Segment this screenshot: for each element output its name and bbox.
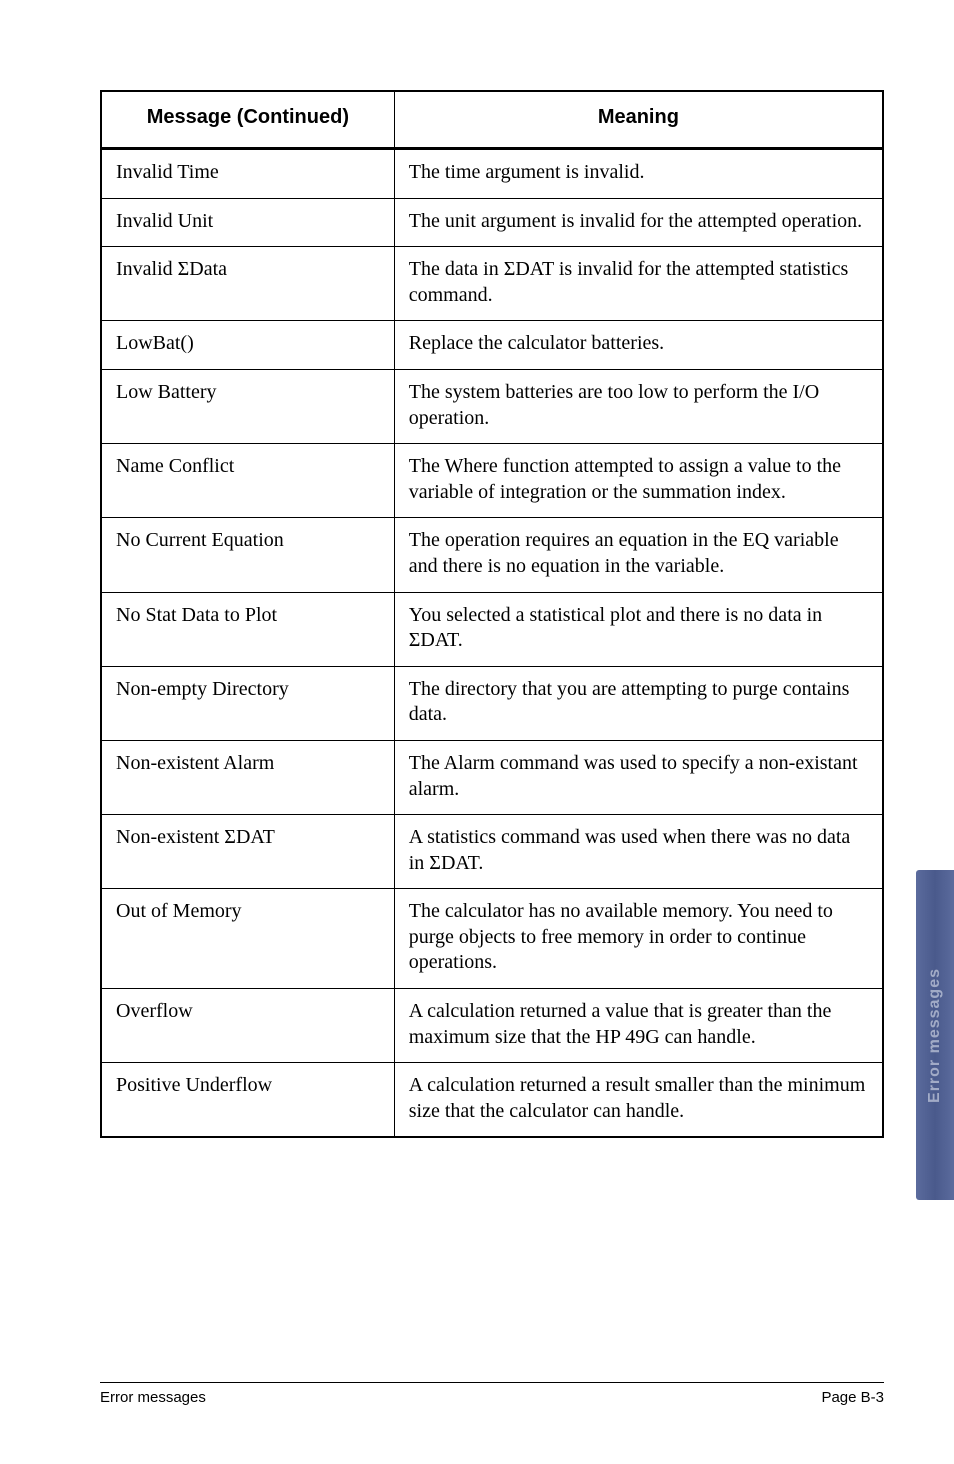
table-row: Invalid Time The time argument is invali… (101, 149, 883, 199)
cell-meaning: The time argument is invalid. (394, 149, 883, 199)
table-header-row: Message (Continued) Meaning (101, 91, 883, 149)
cell-message: Non-empty Directory (101, 666, 394, 740)
cell-message: Low Battery (101, 369, 394, 443)
cell-message: LowBat() (101, 321, 394, 370)
side-tab: Error messages (916, 870, 954, 1200)
cell-message: Non-existent ΣDAT (101, 815, 394, 889)
cell-meaning: The operation requires an equation in th… (394, 518, 883, 592)
cell-meaning: The data in ΣDAT is invalid for the atte… (394, 247, 883, 321)
table-row: Positive Underflow A calculation returne… (101, 1063, 883, 1138)
cell-meaning: The calculator has no available memory. … (394, 889, 883, 989)
table-row: Name Conflict The Where function attempt… (101, 444, 883, 518)
cell-meaning: A calculation returned a result smaller … (394, 1063, 883, 1138)
cell-meaning: You selected a statistical plot and ther… (394, 592, 883, 666)
cell-message: Name Conflict (101, 444, 394, 518)
table-row: Non-existent Alarm The Alarm command was… (101, 740, 883, 814)
header-message: Message (Continued) (101, 91, 394, 149)
table-row: No Stat Data to Plot You selected a stat… (101, 592, 883, 666)
table-row: Low Battery The system batteries are too… (101, 369, 883, 443)
cell-message: Overflow (101, 989, 394, 1063)
table-row: LowBat() Replace the calculator batterie… (101, 321, 883, 370)
cell-message: Positive Underflow (101, 1063, 394, 1138)
cell-message: Invalid Time (101, 149, 394, 199)
footer-right: Page B-3 (821, 1389, 884, 1406)
footer-left: Error messages (100, 1389, 206, 1406)
cell-message: No Current Equation (101, 518, 394, 592)
header-meaning: Meaning (394, 91, 883, 149)
cell-message: Invalid Unit (101, 198, 394, 247)
table-row: Invalid ΣData The data in ΣDAT is invali… (101, 247, 883, 321)
cell-message: Out of Memory (101, 889, 394, 989)
footer: Error messages Page B-3 (100, 1382, 884, 1406)
side-tab-label: Error messages (926, 968, 944, 1103)
page: Message (Continued) Meaning Invalid Time… (0, 0, 954, 1464)
cell-meaning: The unit argument is invalid for the att… (394, 198, 883, 247)
cell-meaning: The directory that you are attempting to… (394, 666, 883, 740)
cell-meaning: The Alarm command was used to specify a … (394, 740, 883, 814)
cell-message: Non-existent Alarm (101, 740, 394, 814)
table-body: Invalid Time The time argument is invali… (101, 149, 883, 1138)
cell-meaning: The system batteries are too low to perf… (394, 369, 883, 443)
table-row: Overflow A calculation returned a value … (101, 989, 883, 1063)
table-row: Out of Memory The calculator has no avai… (101, 889, 883, 989)
messages-table: Message (Continued) Meaning Invalid Time… (100, 90, 884, 1138)
table-row: Non-existent ΣDAT A statistics command w… (101, 815, 883, 889)
table-row: Non-empty Directory The directory that y… (101, 666, 883, 740)
cell-message: No Stat Data to Plot (101, 592, 394, 666)
cell-meaning: A statistics command was used when there… (394, 815, 883, 889)
cell-meaning: Replace the calculator batteries. (394, 321, 883, 370)
cell-message: Invalid ΣData (101, 247, 394, 321)
cell-meaning: A calculation returned a value that is g… (394, 989, 883, 1063)
table-row: Invalid Unit The unit argument is invali… (101, 198, 883, 247)
cell-meaning: The Where function attempted to assign a… (394, 444, 883, 518)
table-row: No Current Equation The operation requir… (101, 518, 883, 592)
